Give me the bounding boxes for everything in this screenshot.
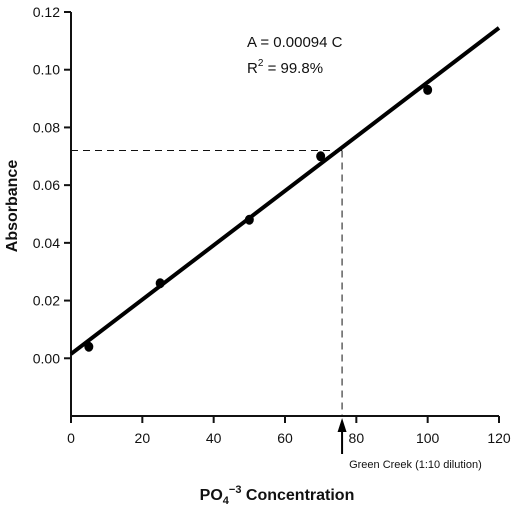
x-tick-label: 120 (487, 430, 511, 446)
x-axis-title-subscript: 4 (223, 495, 230, 507)
data-point (316, 151, 326, 162)
data-point (84, 341, 94, 352)
x-axis-title: PO4−3 Concentration (200, 484, 355, 507)
y-tick-label: 0.00 (33, 350, 60, 366)
y-tick-label: 0.12 (33, 4, 60, 20)
data-point (155, 278, 165, 289)
equation-label: A = 0.00094 C (247, 34, 343, 51)
r-squared-label: R2 = 99.8% (247, 58, 323, 77)
r-squared-value: = 99.8% (263, 60, 323, 77)
y-ticks: 0.00 0.02 0.04 0.06 0.08 0.10 0.12 (33, 4, 71, 366)
sample-arrow (337, 418, 347, 454)
y-axis-title: Absorbance (4, 160, 21, 253)
y-tick-label: 0.06 (33, 177, 60, 193)
y-tick-label: 0.10 (33, 62, 60, 78)
data-points (84, 84, 433, 352)
sample-label: Green Creek (1:10 dilution) (349, 459, 482, 471)
x-tick-label: 20 (135, 430, 151, 446)
r-squared-superscript: 2 (258, 58, 264, 69)
x-tick-label: 60 (277, 430, 293, 446)
r-squared-prefix: R (247, 60, 258, 77)
y-tick-label: 0.04 (33, 235, 60, 251)
y-tick-label: 0.08 (33, 119, 60, 135)
y-tick-label: 0.02 (33, 293, 60, 309)
x-tick-label: 80 (349, 430, 365, 446)
data-point (423, 84, 433, 95)
x-tick-label: 0 (67, 430, 75, 446)
x-axis-title-superscript: −3 (229, 484, 242, 496)
regression-line (69, 26, 501, 356)
x-axis-title-main: PO (200, 487, 223, 504)
x-tick-label: 40 (206, 430, 222, 446)
sample-guides (71, 150, 343, 416)
x-ticks: 0 20 40 60 80 100 120 (67, 416, 511, 446)
x-axis-title-rest: Concentration (241, 487, 354, 504)
data-point (244, 214, 254, 225)
x-tick-label: 100 (416, 430, 440, 446)
arrow-head (337, 418, 347, 432)
